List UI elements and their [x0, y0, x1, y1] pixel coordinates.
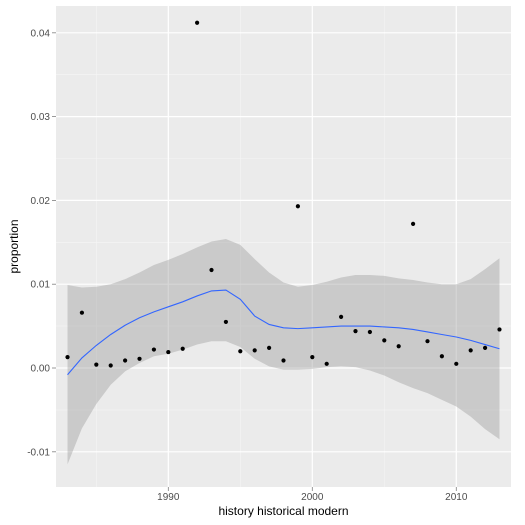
minor-gridlines	[56, 6, 511, 487]
x-tick-label: 2000	[301, 492, 324, 503]
data-point	[94, 362, 99, 367]
data-point	[295, 204, 300, 209]
data-point	[252, 348, 257, 353]
data-point	[310, 355, 315, 360]
data-point	[454, 361, 459, 366]
data-point	[281, 358, 286, 363]
data-point	[223, 319, 229, 325]
data-points	[65, 20, 502, 368]
y-tick-label: -0.01	[27, 447, 50, 458]
data-point	[396, 344, 401, 349]
data-point	[151, 347, 157, 352]
data-point	[108, 363, 113, 368]
y-tick-label: 0.02	[31, 196, 51, 207]
data-point	[468, 348, 473, 353]
data-point	[123, 358, 128, 363]
data-point	[79, 310, 85, 315]
data-point	[482, 345, 488, 350]
data-point	[180, 346, 185, 351]
data-point	[382, 338, 387, 343]
data-point	[324, 361, 329, 366]
data-point	[410, 221, 416, 226]
data-point	[367, 329, 372, 335]
smooth-trend-line	[67, 289, 500, 376]
data-point	[209, 267, 214, 273]
data-point	[497, 327, 502, 332]
data-point	[195, 20, 200, 25]
x-tick-label: 1990	[157, 492, 180, 503]
data-point	[338, 314, 344, 319]
data-point	[238, 349, 243, 354]
x-axis-title: history historical modern	[218, 504, 348, 518]
y-axis: -0.01 0.00 0.01 0.02 0.03 0.04	[27, 28, 56, 458]
data-point	[65, 355, 70, 360]
y-tick-label: 0.00	[31, 364, 51, 375]
major-gridlines	[56, 6, 511, 487]
data-point	[166, 349, 171, 355]
data-point	[137, 356, 142, 361]
x-axis: 1990 2000 2010	[157, 487, 468, 503]
x-tick-label: 2010	[445, 492, 468, 503]
y-tick-label: 0.01	[31, 280, 51, 291]
y-tick-label: 0.04	[31, 28, 51, 39]
data-point	[267, 345, 272, 350]
confidence-ribbon	[67, 238, 500, 465]
y-tick-label: 0.03	[31, 112, 51, 123]
data-point	[439, 354, 444, 359]
plot-panel	[56, 6, 511, 487]
data-point	[353, 329, 358, 334]
y-axis-title: proportion	[7, 219, 21, 273]
data-point	[425, 339, 430, 344]
